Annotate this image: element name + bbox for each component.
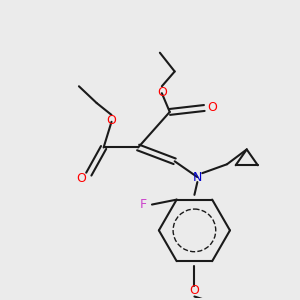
Text: O: O [106,114,116,127]
Text: F: F [140,198,147,211]
Text: N: N [193,171,202,184]
Text: O: O [76,172,86,184]
Text: O: O [190,284,200,297]
Text: O: O [157,86,167,99]
Text: O: O [207,101,217,115]
